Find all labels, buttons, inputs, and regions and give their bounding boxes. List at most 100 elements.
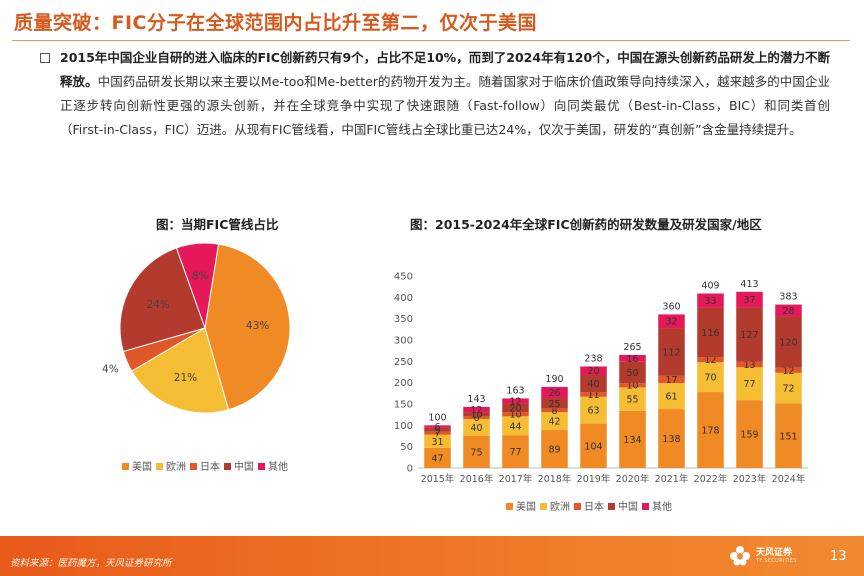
x-tick-label: 2020年 xyxy=(616,473,650,485)
pie-data-label: 21% xyxy=(174,372,197,384)
bar-segment-日本 xyxy=(424,431,451,435)
pie-data-label: 24% xyxy=(146,299,169,311)
bar-segment-中国 xyxy=(541,398,568,409)
y-tick-label: 0 xyxy=(407,464,413,475)
legend-swatch xyxy=(506,503,513,510)
bullet-square-icon xyxy=(40,53,50,63)
bar-segment-美国 xyxy=(658,409,685,468)
pie-data-label: 4% xyxy=(102,364,119,376)
bar-segment-label: 12 xyxy=(509,397,521,408)
y-tick-label: 200 xyxy=(394,378,413,389)
bar-segment-欧洲 xyxy=(697,362,724,393)
bar-segment-其他 xyxy=(580,366,607,375)
bar-segment-其他 xyxy=(736,291,763,308)
bar-segment-label: 77 xyxy=(743,379,755,390)
bar-total-label: 383 xyxy=(779,292,797,303)
legend-swatch xyxy=(224,463,231,470)
bar-segment-中国 xyxy=(502,403,529,413)
bar-segment-其他 xyxy=(463,406,490,413)
pie-slice-其他 xyxy=(175,242,220,329)
legend-label: 日本 xyxy=(584,500,604,513)
bar-segment-label: 112 xyxy=(662,347,680,358)
bar-total-label: 360 xyxy=(662,301,680,312)
pie-data-label: 8% xyxy=(192,271,209,283)
bar-total-label: 265 xyxy=(623,342,641,353)
bar-total-label: 190 xyxy=(545,374,563,385)
bar-segment-label: 6 xyxy=(434,422,440,433)
bar-segment-欧洲 xyxy=(619,387,646,411)
bar-segment-label: 89 xyxy=(548,445,560,456)
bar-segment-label: 33 xyxy=(704,296,716,307)
summary-paragraph: 2015年中国企业自研的进入临床的FIC创新药只有9个，占比不足10%，而到了2… xyxy=(60,46,830,142)
bar-segment-label: 104 xyxy=(584,441,602,452)
bar-total-label: 409 xyxy=(701,280,719,291)
bar-segment-label: 10 xyxy=(626,381,638,392)
bar-segment-中国 xyxy=(736,307,763,362)
bar-segment-label: 116 xyxy=(701,328,719,339)
legend-label: 中国 xyxy=(618,500,638,513)
pie-chart: 43% 21% 4% 24% 8% 美国 欧洲 日本 中国 其他 xyxy=(102,242,291,473)
bar-segment-label: 16 xyxy=(626,354,638,365)
footer-bar xyxy=(0,536,864,576)
legend-label: 欧洲 xyxy=(166,461,186,473)
source-note: 资料来源：医药魔方，天风证券研究所 xyxy=(10,558,172,569)
bar-segment-label: 25 xyxy=(548,399,560,410)
bar-segment-label: 13 xyxy=(743,360,755,371)
bar-chart-title: 图：2015-2024年全球FIC创新药的研发数量及研发国家/地区 xyxy=(410,217,762,232)
bar-segment-label: 159 xyxy=(740,430,758,441)
bar-segment-label: 42 xyxy=(548,417,560,428)
bar-segment-label: 10 xyxy=(509,410,521,421)
bar-segment-美国 xyxy=(541,430,568,468)
page-title: 质量突破：FIC分子在全球范围内占比升至第二，仅次于美国 xyxy=(14,12,537,34)
bar-segment-美国 xyxy=(619,410,646,468)
legend-label: 日本 xyxy=(200,460,220,473)
bar-segment-美国 xyxy=(580,423,607,468)
bar-segment-日本 xyxy=(736,361,763,368)
bar-segment-美国 xyxy=(697,392,724,468)
legend-swatch xyxy=(258,463,265,470)
brand-name: 天风证券 xyxy=(756,548,793,558)
bar-segment-中国 xyxy=(775,316,802,368)
bar-segment-其他 xyxy=(424,425,451,428)
bar-segment-label: 6 xyxy=(473,413,479,424)
brand-subtitle: TF SECURITIES xyxy=(756,558,797,564)
bar-segment-label: 50 xyxy=(626,368,638,379)
bar-segment-label: 17 xyxy=(665,375,677,386)
page-number: 13 xyxy=(830,549,847,564)
y-tick-label: 450 xyxy=(394,272,413,283)
bar-segment-label: 120 xyxy=(779,338,797,349)
x-tick-label: 2017年 xyxy=(499,473,533,485)
bar-segment-中国 xyxy=(580,374,607,393)
bar-segment-label: 55 xyxy=(626,395,638,406)
legend-swatch xyxy=(122,463,129,470)
bar-segment-label: 28 xyxy=(782,306,794,317)
y-tick-label: 150 xyxy=(394,400,413,411)
bar-segment-label: 75 xyxy=(470,448,482,459)
paragraph-body-text: 中国药品研发长期以来主要以Me-too和Me-better的药物开发为主。随着国… xyxy=(60,74,830,137)
bar-total-label: 413 xyxy=(740,279,758,290)
bar-segment-label: 8 xyxy=(551,406,557,417)
bar-segment-中国 xyxy=(658,328,685,376)
bar-segment-其他 xyxy=(541,386,568,399)
bar-segment-日本 xyxy=(541,408,568,413)
bar-segment-欧洲 xyxy=(775,372,802,404)
bar-segment-label: 10 xyxy=(470,410,482,421)
bar-segment-label: 7 xyxy=(434,429,440,440)
y-tick-label: 250 xyxy=(394,357,413,368)
paragraph-bold-text: 2015年中国企业自研的进入临床的FIC创新药只有9个，占比不足10%，而到了2… xyxy=(60,50,830,89)
bar-segment-欧洲 xyxy=(580,396,607,424)
y-tick-label: 350 xyxy=(394,314,413,325)
bar-segment-label: 44 xyxy=(509,421,521,432)
bar-segment-label: 40 xyxy=(470,423,482,434)
bar-total-label: 100 xyxy=(428,412,446,423)
bar-segment-中国 xyxy=(463,412,490,417)
x-tick-label: 2024年 xyxy=(772,473,806,485)
bar-segment-label: 70 xyxy=(704,373,716,384)
flower-logo-icon xyxy=(730,546,750,566)
legend-label: 美国 xyxy=(516,500,536,513)
bar-segment-其他 xyxy=(502,398,529,404)
legend-swatch xyxy=(642,503,649,510)
bar-segment-欧洲 xyxy=(463,418,490,436)
bar-segment-美国 xyxy=(775,403,802,468)
bar-segment-label: 138 xyxy=(662,434,680,445)
